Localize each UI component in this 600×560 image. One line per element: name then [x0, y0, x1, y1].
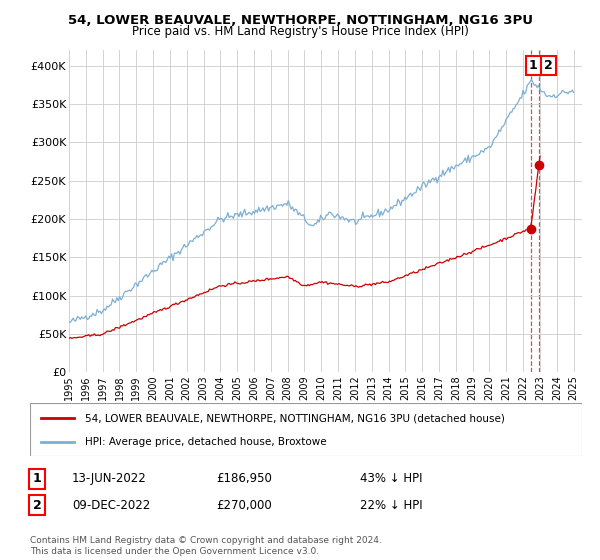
Text: Contains HM Land Registry data © Crown copyright and database right 2024.
This d: Contains HM Land Registry data © Crown c… [30, 536, 382, 556]
Text: 54, LOWER BEAUVALE, NEWTHORPE, NOTTINGHAM, NG16 3PU: 54, LOWER BEAUVALE, NEWTHORPE, NOTTINGHA… [67, 14, 533, 27]
Text: 2: 2 [33, 498, 41, 512]
Text: 43% ↓ HPI: 43% ↓ HPI [360, 472, 422, 486]
Text: 13-JUN-2022: 13-JUN-2022 [72, 472, 147, 486]
Text: Price paid vs. HM Land Registry's House Price Index (HPI): Price paid vs. HM Land Registry's House … [131, 25, 469, 38]
Text: HPI: Average price, detached house, Broxtowe: HPI: Average price, detached house, Brox… [85, 436, 327, 446]
Text: 22% ↓ HPI: 22% ↓ HPI [360, 498, 422, 512]
Text: 1: 1 [33, 472, 41, 486]
Text: £186,950: £186,950 [216, 472, 272, 486]
Text: 2: 2 [544, 59, 553, 72]
Text: £270,000: £270,000 [216, 498, 272, 512]
Text: 54, LOWER BEAUVALE, NEWTHORPE, NOTTINGHAM, NG16 3PU (detached house): 54, LOWER BEAUVALE, NEWTHORPE, NOTTINGHA… [85, 413, 505, 423]
Text: 1: 1 [529, 59, 538, 72]
Text: 09-DEC-2022: 09-DEC-2022 [72, 498, 150, 512]
